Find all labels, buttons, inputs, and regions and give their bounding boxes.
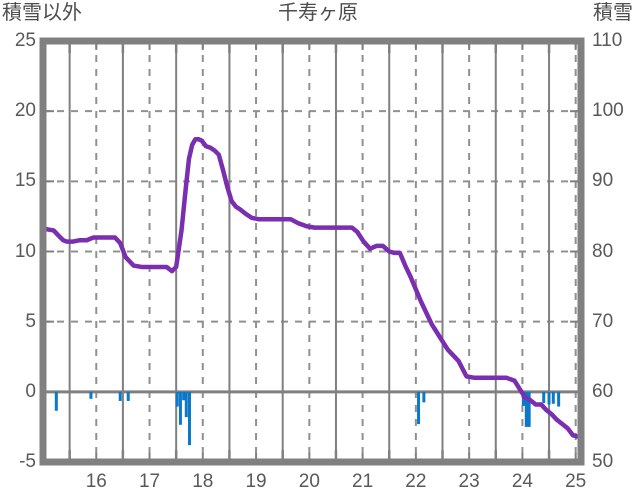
axis-ticks (46, 40, 578, 463)
y-axis-left-tick-20: 20 (14, 100, 36, 122)
x-axis-tick-23: 23 (458, 471, 480, 492)
x-axis-tick-21: 21 (352, 471, 374, 492)
plot-frame (39, 37, 585, 466)
right-axis-title: 積雪 (593, 2, 633, 24)
y-axis-right-tick-80: 80 (592, 240, 614, 262)
y-axis-left-tick-0: 0 (25, 380, 36, 402)
y-axis-right-tick-90: 90 (592, 170, 614, 192)
y-axis-right-tick-50: 50 (592, 451, 614, 472)
chart-title: 千寿ヶ原 (278, 2, 358, 24)
y-axis-right-tick-110: 110 (592, 30, 623, 51)
y-axis-left-tick--5: -5 (19, 451, 36, 472)
snow-depth-line (43, 136, 581, 439)
left-axis-title: 積雪以外 (2, 2, 82, 24)
y-axis-left-tick-10: 10 (14, 240, 36, 262)
precipitation-bars (54, 391, 561, 446)
x-axis-tick-18: 18 (192, 471, 214, 492)
y-axis-right-tick-60: 60 (592, 380, 614, 402)
x-axis-tick-19: 19 (245, 471, 267, 492)
y-axis-left-tick-5: 5 (25, 310, 36, 332)
y-axis-left-tick-15: 15 (14, 170, 36, 192)
x-axis-tick-17: 17 (138, 471, 161, 492)
x-axis-tick-24: 24 (511, 471, 533, 492)
x-axis-tick-16: 16 (85, 471, 107, 492)
x-axis-tick-22: 22 (405, 471, 427, 492)
x-axis-tick-20: 20 (298, 471, 320, 492)
y-axis-right-tick-70: 70 (592, 310, 614, 332)
x-axis-tick-25: 25 (565, 471, 587, 492)
y-axis-left-tick-25: 25 (14, 30, 36, 51)
y-axis-right-tick-100: 100 (592, 100, 624, 122)
